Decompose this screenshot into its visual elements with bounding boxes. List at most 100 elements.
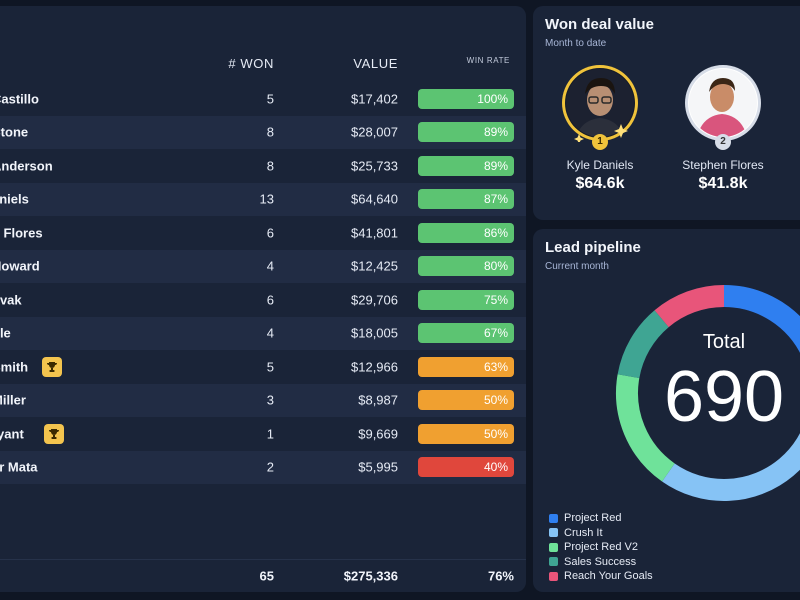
top-performer-1[interactable]: 1 Kyle Daniels $64.6k [540,64,660,193]
donut-segment-3[interactable] [616,374,675,482]
pipeline-legend: Project Red Crush It Project Red V2 Sales S… [549,511,653,584]
person-name: Stephen Flores [682,158,764,172]
table-row[interactable]: ryant 1 $9,669 50% [0,417,526,451]
rep-name: ole [0,325,11,341]
deal-value: $28,007 [351,124,398,140]
legend-label: Reach Your Goals [564,570,653,583]
header-won[interactable]: # WON [228,56,274,71]
donut-segment-4[interactable] [617,310,669,379]
person-value: $64.6k [575,175,625,192]
card-subtitle: Month to date [545,38,607,49]
rep-name: aniels [0,191,29,207]
rep-name: ryant [0,426,24,442]
table-row[interactable]: ole 4 $18,005 67% [0,316,526,350]
won-count: 6 [266,225,274,241]
rank-badge: 2 [715,134,731,150]
rep-name: ovak [0,292,22,308]
won-count: 4 [266,325,274,341]
won-count: 6 [266,292,274,308]
win-rate-badge: 40% [418,457,514,478]
deal-value: $12,425 [351,258,398,274]
table-row[interactable]: n Flores 6 $41,801 86% [0,216,526,250]
rep-name: Miller [0,392,26,408]
legend-item[interactable]: Project Red [549,511,653,526]
win-rate-badge: 50% [418,390,514,411]
deal-value: $12,966 [351,359,398,375]
rep-name: Smith [0,359,29,375]
donut-segment-1[interactable] [723,285,800,353]
won-count: 2 [266,459,274,475]
pipeline-donut-chart: Total 690 [616,285,800,501]
win-rate-badge: 89% [418,122,514,143]
win-rate-badge: 63% [418,356,514,377]
card-title: Won deal value [545,16,654,33]
lead-pipeline-card: Lead pipeline Current month Total 690 Pr… [533,229,800,592]
won-deal-value-card: Won deal value Month to date [533,6,800,220]
won-count: 5 [266,91,274,107]
legend-swatch [549,571,558,581]
won-count: 13 [259,191,274,207]
total-won: 65 [259,568,274,584]
table-row[interactable]: Castillo 5 $17,402 100% [0,82,526,116]
trophy-icon [44,423,64,444]
rep-name: Castillo [0,91,39,107]
win-rate-badge: 89% [418,155,514,176]
legend-item[interactable]: Reach Your Goals [549,569,653,584]
win-rate-badge: 75% [418,289,514,310]
total-label: Total [703,331,745,353]
card-title: Lead pipeline [545,239,641,256]
header-value[interactable]: VALUE [353,56,398,71]
win-rate-badge: 50% [418,423,514,444]
deal-value: $41,801 [351,225,398,241]
legend-item[interactable]: Project Red V2 [549,540,653,555]
legend-label: Project Red V2 [564,541,638,554]
table-row[interactable]: aniels 13 $64,640 87% [0,182,526,216]
deal-value: $29,706 [351,292,398,308]
total-win-rate: 76% [487,568,514,584]
table-row[interactable]: Smith 5 $12,966 63% [0,350,526,384]
win-rate-badge: 86% [418,222,514,243]
person-name: Kyle Daniels [566,158,634,172]
table-row[interactable]: Miller 3 $8,987 50% [0,383,526,417]
win-rate-badge: 100% [418,88,514,109]
trophy-icon [42,356,62,377]
legend-label: Crush It [564,526,603,539]
legend-label: Sales Success [564,555,637,568]
header-win-rate[interactable]: WIN RATE [466,56,510,65]
table-row[interactable]: er Mata 2 $5,995 40% [0,450,526,484]
leaderboard-table: # WON VALUE WIN RATE Castillo 5 $17,402 100… [0,6,526,592]
donut-segment-2[interactable] [662,352,800,501]
person-value: $41.8k [698,175,748,192]
deal-value: $64,640 [351,191,398,207]
rep-name: Anderson [0,158,53,174]
table-row[interactable]: Stone 8 $28,007 89% [0,115,526,149]
deal-value: $8,987 [358,392,398,408]
legend-item[interactable]: Sales Success [549,555,653,570]
deal-value: $17,402 [351,91,398,107]
total-value: $275,336 [343,568,398,584]
table-totals-row: 65 $275,336 76% [0,559,526,592]
rank-badge: 1 [592,134,608,150]
donut-segments [616,285,800,501]
legend-item[interactable]: Crush It [549,526,653,541]
rep-name: er Mata [0,459,38,475]
rep-name: n Flores [0,225,43,241]
table-row[interactable]: Anderson 8 $25,733 89% [0,149,526,183]
donut-segment-5[interactable] [654,285,725,328]
won-count: 1 [266,426,274,442]
table-row[interactable]: Howard 4 $12,425 80% [0,249,526,283]
legend-swatch [549,557,558,567]
deal-value: $18,005 [351,325,398,341]
avatar: 2 [684,64,762,150]
win-rate-badge: 87% [418,189,514,210]
win-rate-badge: 80% [418,256,514,277]
table-body: Castillo5$17,402100%Stone8$28,00789%Ande… [0,82,526,484]
won-count: 3 [266,392,274,408]
win-rate-badge: 67% [418,323,514,344]
card-subtitle: Current month [545,261,609,272]
won-count: 5 [266,359,274,375]
top-performer-2[interactable]: 2 Stephen Flores $41.8k [663,64,783,193]
table-row[interactable]: ovak 6 $29,706 75% [0,283,526,317]
legend-swatch [549,513,558,523]
deal-value: $9,669 [358,426,398,442]
